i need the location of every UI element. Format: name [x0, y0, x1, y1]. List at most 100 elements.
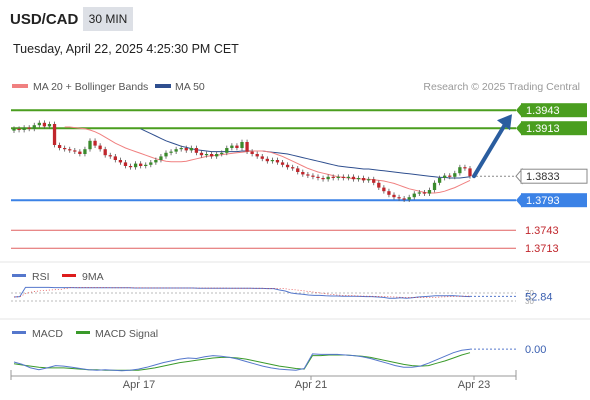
candle-body [215, 154, 219, 157]
candle-body [22, 127, 26, 130]
candle-body [118, 160, 123, 163]
current-price-label: 1.3833 [526, 171, 560, 183]
candle-body [47, 124, 52, 127]
projection-head [497, 114, 512, 131]
candle-body [280, 162, 285, 165]
candle-body [98, 145, 102, 150]
candle-body [346, 176, 351, 178]
candle-body [159, 156, 163, 160]
candle-body [240, 142, 244, 148]
ma20-legend-label: MA 20 + Bollinger Bands [33, 81, 148, 93]
candle [382, 185, 386, 194]
candle-body [422, 192, 427, 194]
level-label-pointer [516, 193, 522, 208]
rsi-tick-label: 30 [525, 297, 534, 306]
candle [291, 164, 295, 171]
level-label-target: 1.3743 [525, 225, 559, 237]
candle-body [37, 122, 41, 126]
ma50-legend-swatch [155, 84, 171, 88]
candle [275, 157, 280, 165]
candle [412, 191, 416, 200]
candle-body [432, 182, 437, 190]
candle-body [199, 152, 204, 156]
candle-body [128, 166, 133, 168]
candle [169, 149, 173, 156]
candle-body [184, 148, 188, 151]
macd-signal-legend-swatch [76, 331, 90, 334]
candle-body [260, 156, 264, 159]
candle [296, 166, 300, 175]
candle-body [209, 154, 214, 157]
candle [351, 174, 356, 182]
candle [83, 146, 87, 157]
projection-arrow [472, 114, 512, 179]
level-label-support: 1.3793 [526, 195, 560, 207]
candle-body [93, 140, 97, 146]
candle [37, 120, 41, 128]
candle-body [149, 162, 153, 165]
level-label-resistance: 1.3913 [526, 123, 560, 135]
candle [189, 145, 193, 153]
candle [245, 139, 249, 154]
candle [311, 173, 315, 180]
candle [32, 122, 36, 132]
ma50-legend-label: MA 50 [175, 81, 205, 93]
candle-body [407, 197, 411, 200]
credit-text: Research © 2025 Trading Central [423, 81, 580, 93]
candle [280, 160, 285, 168]
candle-body [245, 142, 249, 152]
candle [458, 164, 462, 176]
candle [301, 169, 305, 177]
candle-body [17, 128, 21, 130]
candle [443, 173, 447, 181]
candle-body [179, 148, 183, 150]
candle-body [356, 178, 361, 180]
candle-body [220, 152, 224, 154]
candle [407, 194, 411, 202]
candle-body [468, 168, 472, 177]
candle-body [174, 149, 178, 152]
rsi-tick-label: 70 [525, 289, 534, 298]
candle [63, 145, 67, 152]
candle [387, 188, 391, 198]
candle-body [139, 163, 143, 166]
candle [68, 146, 72, 153]
candle [316, 174, 320, 181]
candle-body [367, 179, 371, 181]
macd-legend-swatch [12, 331, 26, 334]
candle [255, 151, 259, 159]
candle-body [351, 176, 356, 180]
candle-body [265, 158, 269, 162]
candle [437, 175, 442, 186]
candle [285, 162, 290, 170]
candle-body [230, 145, 234, 148]
candle [17, 126, 21, 133]
candle-body [341, 176, 345, 178]
candle [22, 125, 26, 133]
candle-body [235, 145, 239, 148]
candle [194, 145, 199, 156]
candle [184, 145, 188, 153]
candle [336, 174, 340, 181]
candle-body [133, 163, 138, 168]
rsi-ma-legend-swatch [62, 274, 76, 277]
level-label-resistance: 1.3943 [526, 105, 560, 117]
candle [235, 143, 239, 151]
candle [331, 174, 335, 181]
candle-body [448, 175, 452, 177]
ma20-legend-swatch [12, 84, 28, 88]
candle-body [296, 168, 300, 172]
rsi-ma-line [13, 287, 470, 298]
candle-body [164, 152, 168, 157]
candle-body [12, 128, 16, 131]
candle [123, 160, 128, 169]
macd-signal-legend-label: MACD Signal [95, 328, 158, 340]
candle-body [316, 176, 320, 178]
candle-body [154, 160, 158, 163]
candle [306, 172, 310, 178]
candle-body [68, 149, 72, 151]
timeframe-badge[interactable] [83, 7, 133, 31]
current-price-box [520, 168, 588, 184]
candle-body [108, 155, 112, 157]
macd-line [13, 348, 471, 372]
